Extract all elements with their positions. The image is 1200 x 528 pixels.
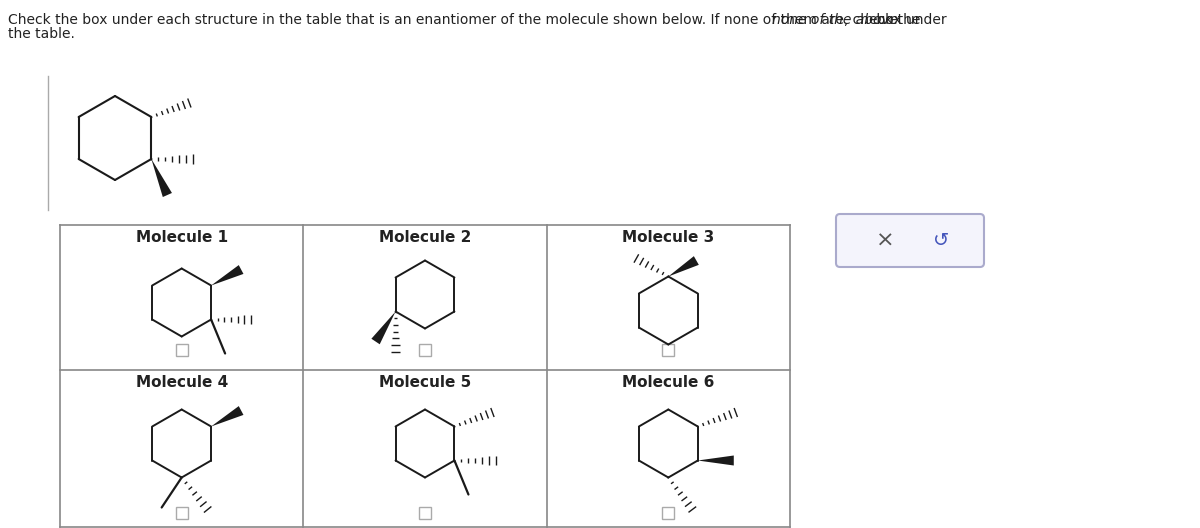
Polygon shape (668, 256, 698, 277)
Polygon shape (211, 265, 244, 286)
Text: Molecule 1: Molecule 1 (136, 230, 228, 245)
Text: Check the box under each structure in the table that is an enantiomer of the mol: Check the box under each structure in th… (8, 13, 925, 27)
Polygon shape (371, 312, 396, 344)
Text: ↺: ↺ (932, 231, 949, 250)
Text: none of the above: none of the above (773, 13, 899, 27)
Text: ×: × (876, 231, 894, 250)
Polygon shape (697, 456, 733, 466)
Text: Molecule 2: Molecule 2 (379, 230, 472, 245)
Text: Molecule 6: Molecule 6 (622, 375, 714, 390)
Text: Molecule 4: Molecule 4 (136, 375, 228, 390)
Text: Molecule 5: Molecule 5 (379, 375, 472, 390)
Text: the table.: the table. (8, 27, 74, 41)
Polygon shape (211, 406, 244, 427)
Polygon shape (151, 159, 172, 197)
Text: box under: box under (872, 13, 947, 27)
Text: Molecule 3: Molecule 3 (623, 230, 714, 245)
FancyBboxPatch shape (836, 214, 984, 267)
